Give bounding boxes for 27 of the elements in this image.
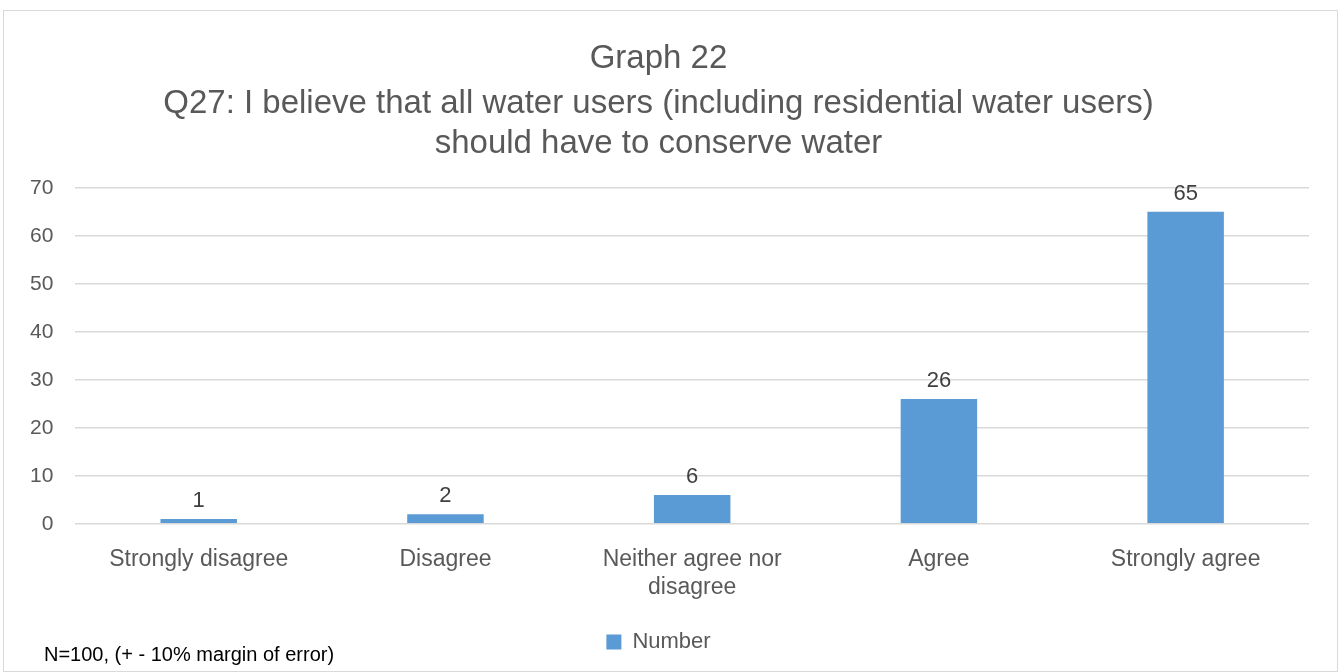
y-tick-label: 70: [30, 174, 54, 198]
x-tick-label: Disagree: [399, 544, 492, 571]
y-tick-label: 60: [30, 222, 54, 246]
text: N=100, (+ - 10% margin of error): [44, 642, 335, 665]
y-tick-label: 0: [41, 510, 54, 534]
y-tick-label: 50: [30, 270, 54, 294]
bar: [160, 519, 237, 524]
bar: [1147, 211, 1224, 524]
bar: [653, 495, 731, 524]
y-tick-label: 40: [30, 318, 54, 342]
x-tick-label: Strongly disagree: [109, 544, 289, 571]
data-label: 6: [686, 463, 699, 489]
y-tick-label: 10: [30, 462, 54, 486]
x-tick-label: Agree: [908, 544, 970, 571]
y-tick-label: 20: [30, 414, 54, 438]
x-tick-label: Strongly agree: [1110, 544, 1261, 571]
chart-subtitle: Q27: I believe that all water users (including residential water users) should have to conserve water: [163, 83, 1154, 161]
data-label: 1: [192, 487, 205, 513]
bar: [407, 514, 484, 524]
legend-label: Number: [632, 628, 711, 654]
x-tick-label: Neither agree nor disagree: [602, 544, 783, 599]
bar: [900, 399, 978, 524]
data-label: 2: [439, 482, 452, 508]
y-tick-label: 30: [30, 366, 54, 390]
data-label: 65: [1173, 179, 1198, 205]
chart-title: Graph 22: [589, 37, 728, 75]
data-label: 26: [926, 367, 952, 393]
